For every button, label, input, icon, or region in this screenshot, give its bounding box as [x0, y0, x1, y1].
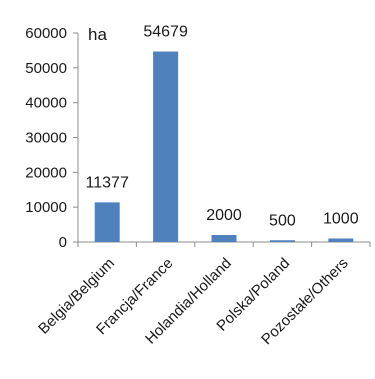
bar — [328, 238, 354, 242]
y-tick-label: 10000 — [25, 199, 67, 216]
x-tick-labels: Belgia/BelgiumFrancja/FranceHolandia/Hol… — [35, 255, 351, 348]
y-tick-label: 0 — [59, 234, 67, 251]
y-tick-label: 40000 — [25, 95, 67, 112]
y-tick-label: 50000 — [25, 60, 67, 77]
bar — [269, 240, 295, 242]
y-unit-label: ha — [88, 25, 107, 44]
y-ticks: 0 10000 20000 30000 40000 50000 60000 — [25, 25, 78, 251]
data-label: 2000 — [206, 207, 242, 224]
y-tick-label: 30000 — [25, 130, 67, 147]
bar — [211, 235, 237, 242]
data-label: 54679 — [143, 24, 188, 41]
y-tick-label: 60000 — [25, 25, 67, 42]
data-labels: 11377 54679 2000 500 1000 — [86, 24, 359, 230]
data-label: 11377 — [86, 174, 129, 191]
y-tick-label: 20000 — [25, 164, 67, 181]
bar — [94, 202, 120, 242]
bar — [153, 51, 179, 242]
data-label: 1000 — [323, 211, 359, 228]
bars — [94, 51, 354, 242]
data-label: 500 — [269, 212, 296, 229]
